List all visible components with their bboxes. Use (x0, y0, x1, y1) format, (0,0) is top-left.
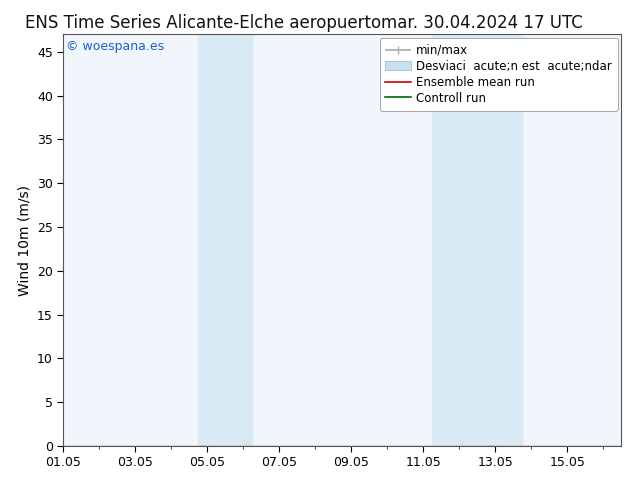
Bar (432, 34, 522, 446)
Text: © woespana.es: © woespana.es (66, 41, 164, 53)
Text: mar. 30.04.2024 17 UTC: mar. 30.04.2024 17 UTC (381, 14, 583, 32)
Legend: min/max, Desviaci  acute;n est  acute;ndar, Ensemble mean run, Controll run: min/max, Desviaci acute;n est acute;ndar… (380, 38, 618, 111)
Bar (198, 34, 252, 446)
Text: ENS Time Series Alicante-Elche aeropuerto: ENS Time Series Alicante-Elche aeropuert… (25, 14, 381, 32)
Y-axis label: Wind 10m (m/s): Wind 10m (m/s) (18, 185, 32, 295)
